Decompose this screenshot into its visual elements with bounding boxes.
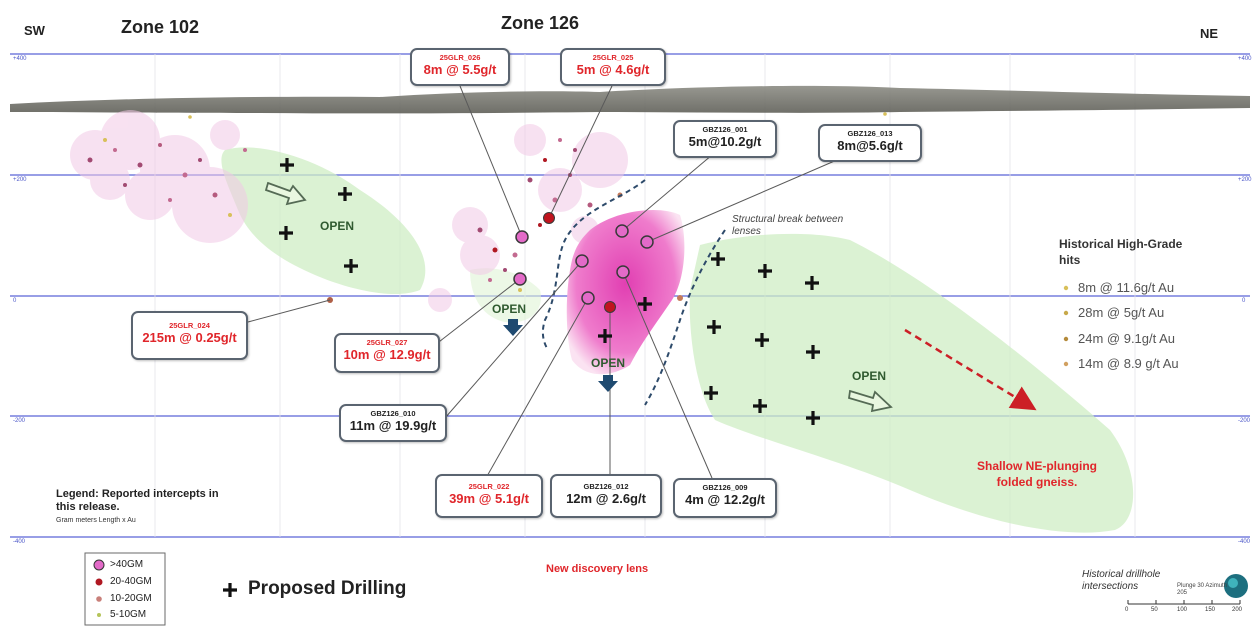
elev-left-0: 0 [13, 298, 17, 304]
shallow-ne-label: Shallow NE-plunging folded gneiss. [977, 459, 1097, 489]
elev-right-m400: -400 [1238, 539, 1251, 545]
historical-item-2: 28m @ 5g/t Au [1078, 305, 1165, 320]
open-down-arrows [503, 319, 618, 392]
intercept-value: 8m @ 5.5g/t [423, 62, 497, 77]
zone-102-label: Zone 102 [121, 17, 200, 37]
historical-intersections-label: Historical drillhole intersections [1082, 569, 1161, 592]
intercept-value: 215m @ 0.25g/t [142, 330, 237, 345]
open-label-center-west: OPEN [492, 302, 527, 316]
sw-label: SW [24, 23, 45, 38]
historical-drill-dots [87, 112, 887, 303]
historical-haze-zone-102 [70, 110, 628, 312]
intercept-value: 5m @ 4.6g/t [576, 62, 650, 77]
open-label-center: OPEN [591, 356, 626, 370]
legend-label-20-40: 20-40GM [110, 576, 152, 587]
legend-swatch-20-40 [95, 578, 103, 586]
drillhole-traces [247, 85, 861, 479]
intercept-box-gbz126-012: GBZ126_012 12m @ 2.6g/t [550, 474, 662, 518]
historical-item-4: 14m @ 8.9 g/t Au [1078, 356, 1179, 371]
historical-dot-4 [1063, 361, 1069, 367]
legend-title: Legend: Reported intercepts in this rele… [56, 488, 219, 513]
zone-126-label: Zone 126 [501, 13, 580, 33]
elev-left-m200: -200 [13, 418, 26, 424]
elev-left-400: +400 [13, 56, 27, 62]
historical-title: Historical High-Grade hits [1059, 237, 1183, 267]
ne-label: NE [1200, 26, 1219, 41]
intercept-value: 11m @ 19.9g/t [349, 418, 437, 433]
scale-tick-50: 50 [1151, 607, 1158, 613]
structural-break-lines [541, 179, 726, 406]
intercept-value: 8m@5.6g/t [837, 138, 903, 153]
legend-label-5-10: 5-10GM [110, 609, 147, 620]
intercept-box-25glr-026: 25GLR_026 8m @ 5.5g/t [410, 48, 510, 86]
open-arrows [264, 181, 893, 413]
legend-label-gt40: >40GM [110, 559, 144, 570]
surface-topography [10, 85, 1250, 114]
elev-left-200: +200 [13, 177, 27, 183]
intercept-id: GBZ126_001 [702, 125, 748, 134]
historical-item-3: 24m @ 9.1g/t Au [1078, 331, 1176, 346]
intercept-id: 25GLR_026 [439, 53, 481, 62]
historical-dot-1 [1063, 285, 1069, 291]
elev-right-400: +400 [1238, 56, 1252, 62]
intercept-id: GBZ126_013 [847, 129, 893, 138]
legend-swatch-gt40 [93, 559, 105, 571]
scale-tick-100: 100 [1177, 607, 1188, 613]
scale-bar [1127, 600, 1241, 605]
scale-tick-200: 200 [1232, 607, 1243, 613]
legend-swatch-10-20 [96, 596, 102, 602]
intercept-value: 39m @ 5.1g/t [449, 491, 529, 506]
scale-tick-150: 150 [1205, 607, 1216, 613]
intercept-value: 10m @ 12.9g/t [343, 347, 431, 362]
intercept-value: 12m @ 2.6g/t [566, 491, 646, 506]
structural-break-label: Structural break between lenses [732, 214, 844, 237]
intercept-id: GBZ126_010 [370, 409, 416, 418]
open-zone-east [689, 233, 1134, 533]
historical-item-1: 8m @ 11.6g/t Au [1078, 280, 1175, 295]
elev-right-m200: -200 [1238, 418, 1251, 424]
historical-dot-2 [1063, 310, 1069, 316]
scale-tick-0: 0 [1125, 607, 1129, 613]
intercept-value: 5m@10.2g/t [688, 134, 762, 149]
intercept-id: 25GLR_024 [169, 321, 210, 330]
intercept-box-gbz126-001: GBZ126_001 5m@10.2g/t [673, 120, 777, 158]
intercept-box-gbz126-013: GBZ126_013 8m@5.6g/t [818, 124, 922, 162]
elev-left-m400: -400 [13, 539, 26, 545]
legend-proposed-label: Proposed Drilling [248, 578, 407, 599]
scale-note: Plunge 30 Azimuth 205 [1177, 583, 1228, 596]
intercept-id: 25GLR_022 [468, 482, 510, 491]
legend-label-10-20: 10-20GM [110, 593, 152, 604]
intercept-box-25glr-024: 25GLR_024 215m @ 0.25g/t [131, 311, 248, 360]
intercept-value: 4m @ 12.2g/t [685, 492, 765, 507]
open-label-east: OPEN [852, 369, 887, 383]
intercept-id: GBZ126_009 [702, 483, 748, 492]
proposed-drilling-crosses [279, 158, 820, 425]
elev-right-0: 0 [1242, 298, 1246, 304]
new-discovery-lens [566, 210, 685, 375]
intercept-id: GBZ126_012 [583, 482, 629, 491]
historical-dot-3 [1063, 336, 1069, 342]
legend-swatch-5-10 [97, 613, 101, 617]
intercept-box-25glr-022: 25GLR_022 39m @ 5.1g/t [435, 474, 543, 518]
ne-plunge-arrow [904, 328, 1037, 411]
intercept-box-25glr-027: 25GLR_027 10m @ 12.9g/t [334, 333, 440, 373]
open-label-west: OPEN [320, 219, 355, 233]
intercept-box-gbz126-010: GBZ126_010 11m @ 19.9g/t [339, 404, 447, 442]
legend-subtitle: Gram meters Length x Au [56, 517, 136, 524]
elev-right-200: +200 [1238, 177, 1252, 183]
intercept-id: 25GLR_027 [366, 338, 408, 347]
legend-proposed-cross [223, 583, 237, 597]
reported-intercepts [513, 212, 654, 313]
intercept-box-25glr-025: 25GLR_025 5m @ 4.6g/t [560, 48, 666, 86]
intercept-id: 25GLR_025 [592, 53, 634, 62]
intercept-box-gbz126-009: GBZ126_009 4m @ 12.2g/t [673, 478, 777, 518]
new-discovery-label: New discovery lens [546, 563, 649, 575]
